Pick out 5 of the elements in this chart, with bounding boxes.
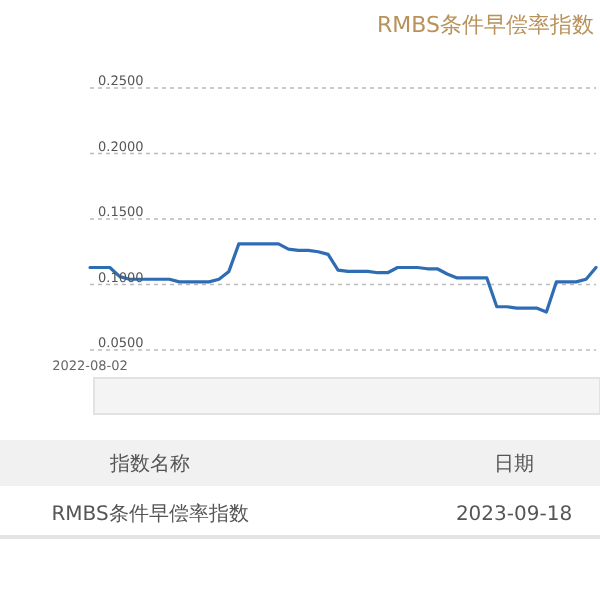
text: RMBS条件早偿率指数 xyxy=(51,502,249,526)
chart-title: RMBS条件早偿率指数 xyxy=(377,12,594,38)
text: 2023-09-18 xyxy=(455,504,573,526)
text: 指数名称 xyxy=(108,452,190,476)
text: 日期 xyxy=(494,452,534,476)
